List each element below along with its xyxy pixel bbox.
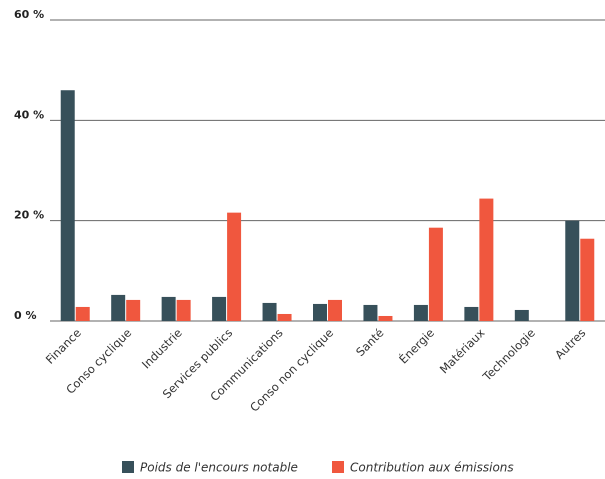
- bar: [464, 306, 479, 321]
- y-tick-label: 20 %: [14, 209, 44, 222]
- bar: [428, 227, 443, 321]
- legend-swatch: [332, 461, 344, 473]
- x-tick-label: Autres: [552, 326, 588, 362]
- y-tick-label: 0 %: [14, 309, 37, 322]
- bar: [126, 299, 141, 321]
- bar: [277, 313, 292, 321]
- bar: [176, 299, 191, 321]
- bar: [363, 304, 378, 321]
- bar: [514, 309, 529, 321]
- x-tick-label: Finance: [43, 326, 84, 367]
- x-tick-label: Énergie: [395, 325, 437, 367]
- bar: [227, 212, 242, 321]
- x-tick-label: Industrie: [139, 326, 185, 372]
- x-tick-label: Technologie: [479, 326, 538, 385]
- legend-label: Poids de l'encours notable: [140, 461, 298, 475]
- legend-label: Contribution aux émissions: [350, 461, 514, 475]
- bar: [75, 306, 90, 321]
- bar: [479, 198, 494, 321]
- x-tick-label: Santé: [353, 326, 386, 359]
- bar: [378, 315, 393, 321]
- x-tick-label: Conso non cyclique: [247, 326, 336, 415]
- bar: [161, 296, 176, 321]
- y-tick-label: 60 %: [14, 8, 44, 21]
- bar: [413, 304, 428, 321]
- bar: [60, 90, 75, 321]
- bar: [111, 294, 126, 321]
- y-tick-label: 40 %: [14, 108, 44, 121]
- bar: [262, 302, 277, 321]
- bar: [313, 303, 327, 321]
- bar: [580, 238, 595, 321]
- x-tick-label: Matériaux: [437, 326, 488, 377]
- bar: [212, 296, 227, 321]
- bar: [565, 220, 580, 321]
- legend-swatch: [122, 461, 134, 473]
- bar: [328, 299, 342, 321]
